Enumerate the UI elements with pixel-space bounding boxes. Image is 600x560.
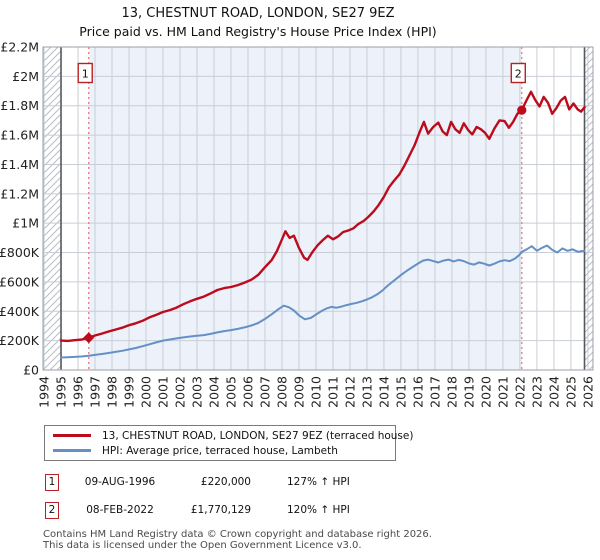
hatch-left xyxy=(43,47,62,370)
sale-hpi-change-2: 120% ↑ HPI xyxy=(287,504,350,516)
legend-swatch-property xyxy=(53,434,91,437)
legend-item-hpi: HPI: Average price, terraced house, Lamb… xyxy=(53,443,387,458)
svg-text:2003: 2003 xyxy=(189,376,204,408)
svg-text:£400K: £400K xyxy=(0,304,40,319)
svg-text:2025: 2025 xyxy=(563,376,578,408)
svg-text:1999: 1999 xyxy=(122,376,137,408)
sale-price-2: £1,770,129 xyxy=(190,504,251,516)
svg-text:2017: 2017 xyxy=(427,376,442,408)
svg-text:1996: 1996 xyxy=(71,376,86,408)
plot-shaded-span xyxy=(88,47,522,370)
price-chart: 1 2 £0 £200K £400K £600K £800K £1M £1.2M £1.4M £1.… xyxy=(0,40,596,408)
svg-text:£600K: £600K xyxy=(0,274,40,289)
svg-text:2010: 2010 xyxy=(308,376,323,408)
sale-1-marker xyxy=(83,332,95,344)
sale-hpi-change-1: 127% ↑ HPI xyxy=(287,476,350,488)
svg-text:2018: 2018 xyxy=(444,376,459,408)
svg-text:1994: 1994 xyxy=(37,376,52,408)
svg-text:£800K: £800K xyxy=(0,245,40,260)
sale-1-label-box xyxy=(77,62,93,84)
footer-copyright-line2: This data is licensed under the Open Gov… xyxy=(43,539,362,551)
footer-license: Contains HM Land Registry data © Crown c… xyxy=(43,529,583,551)
legend-swatch-hpi xyxy=(53,449,91,452)
svg-text:2014: 2014 xyxy=(376,376,391,408)
svg-text:£1.2M: £1.2M xyxy=(0,186,39,201)
svg-text:2012: 2012 xyxy=(342,376,357,408)
svg-text:2022: 2022 xyxy=(512,376,527,408)
svg-text:1997: 1997 xyxy=(88,376,103,408)
legend-label-property: 13, CHESTNUT ROAD, LONDON, SE27 9EZ (ter… xyxy=(102,429,414,442)
svg-text:2008: 2008 xyxy=(274,376,289,408)
chart-header: 13, CHESTNUT ROAD, LONDON, SE27 9EZ Pric… xyxy=(0,6,516,40)
svg-text:£200K: £200K xyxy=(0,333,40,348)
sale-date-1: 09-AUG-1996 xyxy=(84,476,156,488)
svg-text:2009: 2009 xyxy=(291,376,306,408)
svg-text:£1.8M: £1.8M xyxy=(0,98,39,113)
chart-legend: 13, CHESTNUT ROAD, LONDON, SE27 9EZ (ter… xyxy=(44,425,413,461)
y-axis-labels: £0 £200K £400K £600K £800K £1M £1.2M £1.4M £1.6M… xyxy=(0,40,40,378)
svg-text:2007: 2007 xyxy=(257,376,272,408)
svg-text:1995: 1995 xyxy=(54,376,69,408)
svg-text:2019: 2019 xyxy=(461,376,476,408)
footer-copyright-line1: Contains HM Land Registry data © Crown c… xyxy=(43,529,432,540)
sale-2-marker xyxy=(517,105,527,115)
svg-text:2024: 2024 xyxy=(546,376,561,408)
svg-text:£2.2M: £2.2M xyxy=(0,40,39,55)
svg-text:2023: 2023 xyxy=(529,376,544,408)
svg-text:2006: 2006 xyxy=(240,376,255,408)
svg-text:1998: 1998 xyxy=(105,376,120,408)
svg-text:£0: £0 xyxy=(23,363,39,378)
sale-row-1: 1 09-AUG-1996 £220,000 127% ↑ HPI xyxy=(0,474,600,492)
legend-label-hpi: HPI: Average price, terraced house, Lamb… xyxy=(102,444,338,457)
sale-2-label: 2 xyxy=(515,68,522,81)
hatch-right xyxy=(584,47,593,370)
legend-item-property: 13, CHESTNUT ROAD, LONDON, SE27 9EZ (ter… xyxy=(53,428,413,443)
svg-text:2021: 2021 xyxy=(495,376,510,408)
svg-text:2011: 2011 xyxy=(325,376,340,408)
svg-text:£2M: £2M xyxy=(12,69,39,84)
chart-title: 13, CHESTNUT ROAD, LONDON, SE27 9EZ xyxy=(121,6,395,21)
sale-number-badge-1: 1 xyxy=(45,474,59,491)
svg-text:2005: 2005 xyxy=(223,376,238,408)
svg-text:2004: 2004 xyxy=(206,376,221,408)
sale-1-label: 1 xyxy=(82,68,89,81)
svg-text:2013: 2013 xyxy=(359,376,374,408)
svg-text:£1M: £1M xyxy=(12,216,39,231)
svg-text:2001: 2001 xyxy=(155,376,170,408)
sale-date-2: 08-FEB-2022 xyxy=(86,504,154,516)
x-axis-labels: 1994 1995 1996 1997 1998 1999 2000 2001 2002 2003… xyxy=(37,376,596,408)
series-property-line xyxy=(59,90,586,343)
sale-price-1: £220,000 xyxy=(200,476,251,488)
svg-text:2020: 2020 xyxy=(478,376,493,408)
svg-text:2016: 2016 xyxy=(410,376,425,408)
sale-number-badge-2: 2 xyxy=(45,502,59,519)
svg-text:2002: 2002 xyxy=(172,376,187,408)
svg-text:£1.4M: £1.4M xyxy=(0,157,39,172)
plot-border xyxy=(42,46,594,371)
sale-2-label-box xyxy=(510,62,526,84)
svg-text:2026: 2026 xyxy=(580,376,595,408)
svg-text:£1.6M: £1.6M xyxy=(0,128,39,143)
chart-subtitle: Price paid vs. HM Land Registry's House … xyxy=(79,24,437,40)
svg-text:2015: 2015 xyxy=(393,376,408,408)
sale-row-2: 2 08-FEB-2022 £1,770,129 120% ↑ HPI xyxy=(0,502,600,520)
svg-text:2000: 2000 xyxy=(138,376,153,408)
series-hpi-line xyxy=(60,244,586,359)
